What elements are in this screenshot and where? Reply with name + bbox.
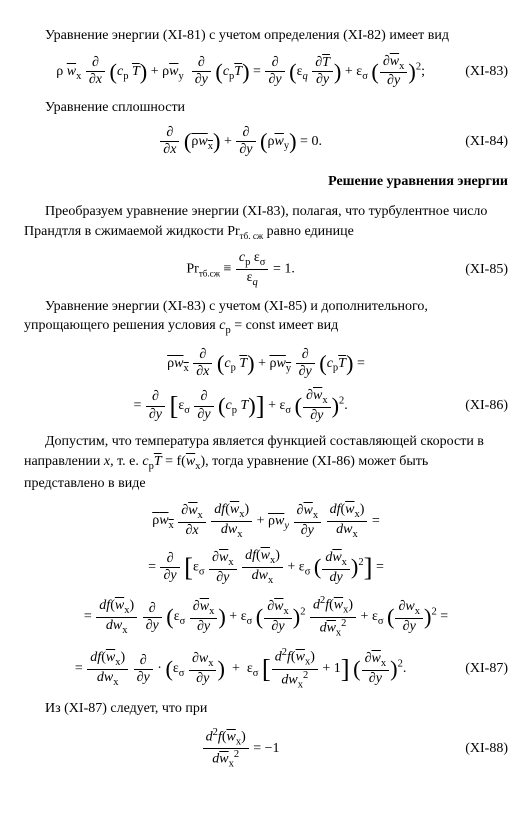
eq-tag-84: (XI-84) <box>457 132 508 152</box>
section-heading: Решение уравнения энергии <box>24 172 508 192</box>
paragraph-3: Преобразуем уравнение энергии (XI-83), п… <box>24 202 508 242</box>
eq-tag-83: (XI-83) <box>457 62 508 82</box>
equiv: ≡ <box>224 262 232 277</box>
ddy2: ∂∂y <box>265 55 284 88</box>
equation-xi-87-line2: = ∂∂y [εσ ∂wx∂y df(wx)dwx + εσ (dwxdy)2]… <box>24 548 508 587</box>
paragraph-5: Допустим, что температура является функц… <box>24 432 508 494</box>
sub-x: x <box>76 71 81 82</box>
Pr: Pr <box>186 262 198 277</box>
equation-xi-87-line1: ρwx ∂wx∂x df(wx)dwx + ρwy ∂wx∂y df(wx)dw… <box>24 502 508 541</box>
paragraph-6: Из (XI-87) следует, что при <box>24 699 508 719</box>
equation-xi-87-line4: = df(wx)dwx ∂∂y · (εσ ∂wx∂y) + εσ [d2f(w… <box>24 647 508 691</box>
pr-sub: тб. сж <box>240 230 263 240</box>
rparen: ) <box>140 58 147 83</box>
wbar: w <box>67 64 76 79</box>
paragraph-1: Уравнение энергии (XI-81) с учетом опред… <box>24 26 508 46</box>
sub-q: q <box>302 71 307 82</box>
equation-xi-87-line3: = df(wx)dwx ∂∂y (εσ ∂wx∂y) + εσ (∂wx∂y)2… <box>24 595 508 639</box>
plus: + <box>151 64 159 79</box>
equation-xi-84: ∂∂x (ρwx) + ∂∂y (ρwy) = 0. (XI-84) <box>24 125 508 158</box>
rho: ρ <box>56 64 63 79</box>
paragraph-2: Уравнение сплошности <box>24 98 508 118</box>
eq-tag-87: (XI-87) <box>457 659 508 679</box>
equals: = <box>253 64 261 79</box>
sub-sigma: σ <box>362 71 368 82</box>
minus-one: −1 <box>265 741 280 756</box>
equation-xi-86-line1: ρwx ∂∂x (cp T) + ρwy ∂∂y (cpT) = <box>24 347 508 380</box>
ddy: ∂∂y <box>192 55 211 88</box>
sub-p: p <box>123 71 128 82</box>
semi: ; <box>421 64 425 79</box>
equation-xi-85: Prтб.сж ≡ cp εσεq = 1. (XI-85) <box>24 250 508 289</box>
zero: 0. <box>311 134 322 149</box>
sub-y: y <box>178 71 183 82</box>
lparen: ( <box>110 58 117 83</box>
paragraph-4: Уравнение энергии (XI-83) с учетом (XI-8… <box>24 297 508 339</box>
equation-xi-88: d2f(wx)dwx2 = −1 (XI-88) <box>24 727 508 771</box>
Pr-sub: тб.сж <box>199 268 220 278</box>
one: 1 <box>284 262 291 277</box>
rhowx-bar: ρwx <box>191 134 213 149</box>
eq-tag-88: (XI-88) <box>457 739 508 759</box>
Tbar: T <box>132 64 140 79</box>
equation-xi-86-line2: = ∂∂y [εσ ∂∂y (cp T)] + εσ (∂wx∂y)2. (XI… <box>24 388 508 424</box>
ddx: ∂∂x <box>86 55 105 88</box>
eq-tag-86: (XI-86) <box>457 396 508 416</box>
equation-xi-83: ρ wx ∂∂x (cp T) + ρwy ∂∂y (cpT) = ∂∂y (ε… <box>24 54 508 90</box>
eq-tag-85: (XI-85) <box>457 260 508 280</box>
